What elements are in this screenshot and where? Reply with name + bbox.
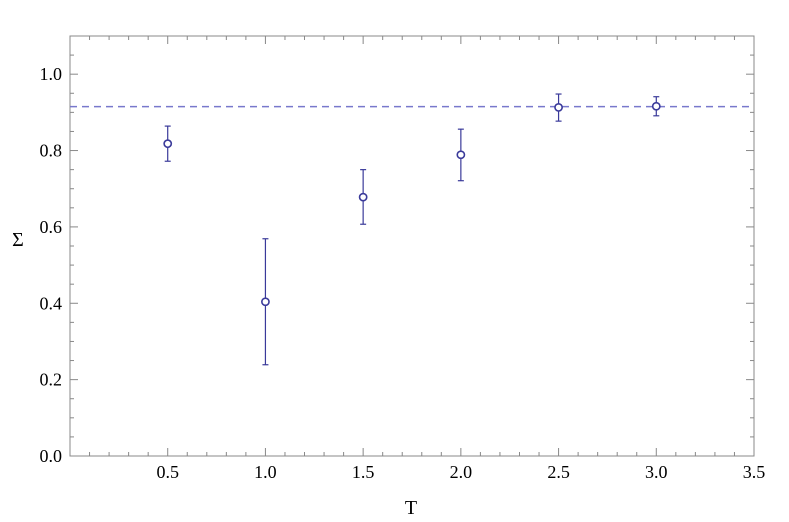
x-axis-title: T xyxy=(405,497,417,519)
x-tick-label: 1.0 xyxy=(254,462,277,482)
plot-area: 0.5 1.0 1.5 2.0 2.5 3.0 3.5 0.0 0.2 0.4 0.6 0.8 1.0 xyxy=(40,35,766,482)
data-point xyxy=(261,297,270,307)
x-tick-label: 1.5 xyxy=(352,462,375,482)
plot-frame xyxy=(69,35,755,457)
x-tick-label: 2.5 xyxy=(547,462,570,482)
data-point xyxy=(163,139,173,149)
data-point xyxy=(651,101,661,111)
y-tick-label: 1.0 xyxy=(40,64,63,84)
y-tick-label: 0.2 xyxy=(40,370,63,390)
data-point xyxy=(456,150,466,160)
data-point xyxy=(358,192,368,202)
y-tick-label: 0.4 xyxy=(40,293,63,313)
x-tick-label: 3.5 xyxy=(743,462,766,482)
x-tick-label: 0.5 xyxy=(156,462,179,482)
y-tick-label: 0.8 xyxy=(40,141,63,161)
y-axis-title: Σ xyxy=(12,229,24,251)
x-tick-label: 2.0 xyxy=(450,462,473,482)
data-point xyxy=(554,103,563,112)
y-tick-label: 0.6 xyxy=(40,217,63,237)
x-tick-label: 3.0 xyxy=(645,462,668,482)
y-tick-label: 0.0 xyxy=(40,446,63,466)
